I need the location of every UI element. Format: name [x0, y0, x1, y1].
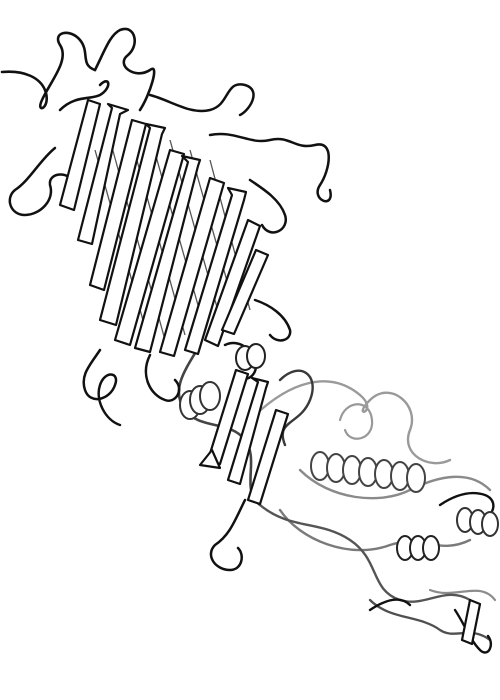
beta-strand-4: [98, 122, 167, 327]
beta-strand-12: [226, 376, 270, 486]
beta-strand-10: [220, 248, 270, 336]
beta-strand-2: [76, 102, 130, 246]
arrow-tip: [198, 448, 222, 470]
helix-far-right: [456, 507, 499, 537]
lower-beta-hairpin: [198, 368, 290, 506]
helix-middle: [310, 451, 426, 493]
beta-strand-7: [158, 176, 226, 358]
helix-upper-left: [179, 381, 221, 420]
beta-strand-6: [133, 154, 202, 354]
beta-strand-5: [113, 148, 186, 347]
alpha-helices: [179, 343, 499, 561]
beta-strand-14: [460, 598, 482, 646]
beta-strand-8: [183, 186, 248, 356]
beta-strand-13: [246, 408, 290, 506]
beta-strand-1: [58, 98, 102, 212]
beta-barrel: [58, 98, 270, 358]
helix-lower-right: [396, 535, 440, 561]
c-terminal-domain-background-coils: [248, 380, 497, 602]
helix-small: [235, 343, 266, 371]
beta-strand-9: [203, 218, 262, 348]
